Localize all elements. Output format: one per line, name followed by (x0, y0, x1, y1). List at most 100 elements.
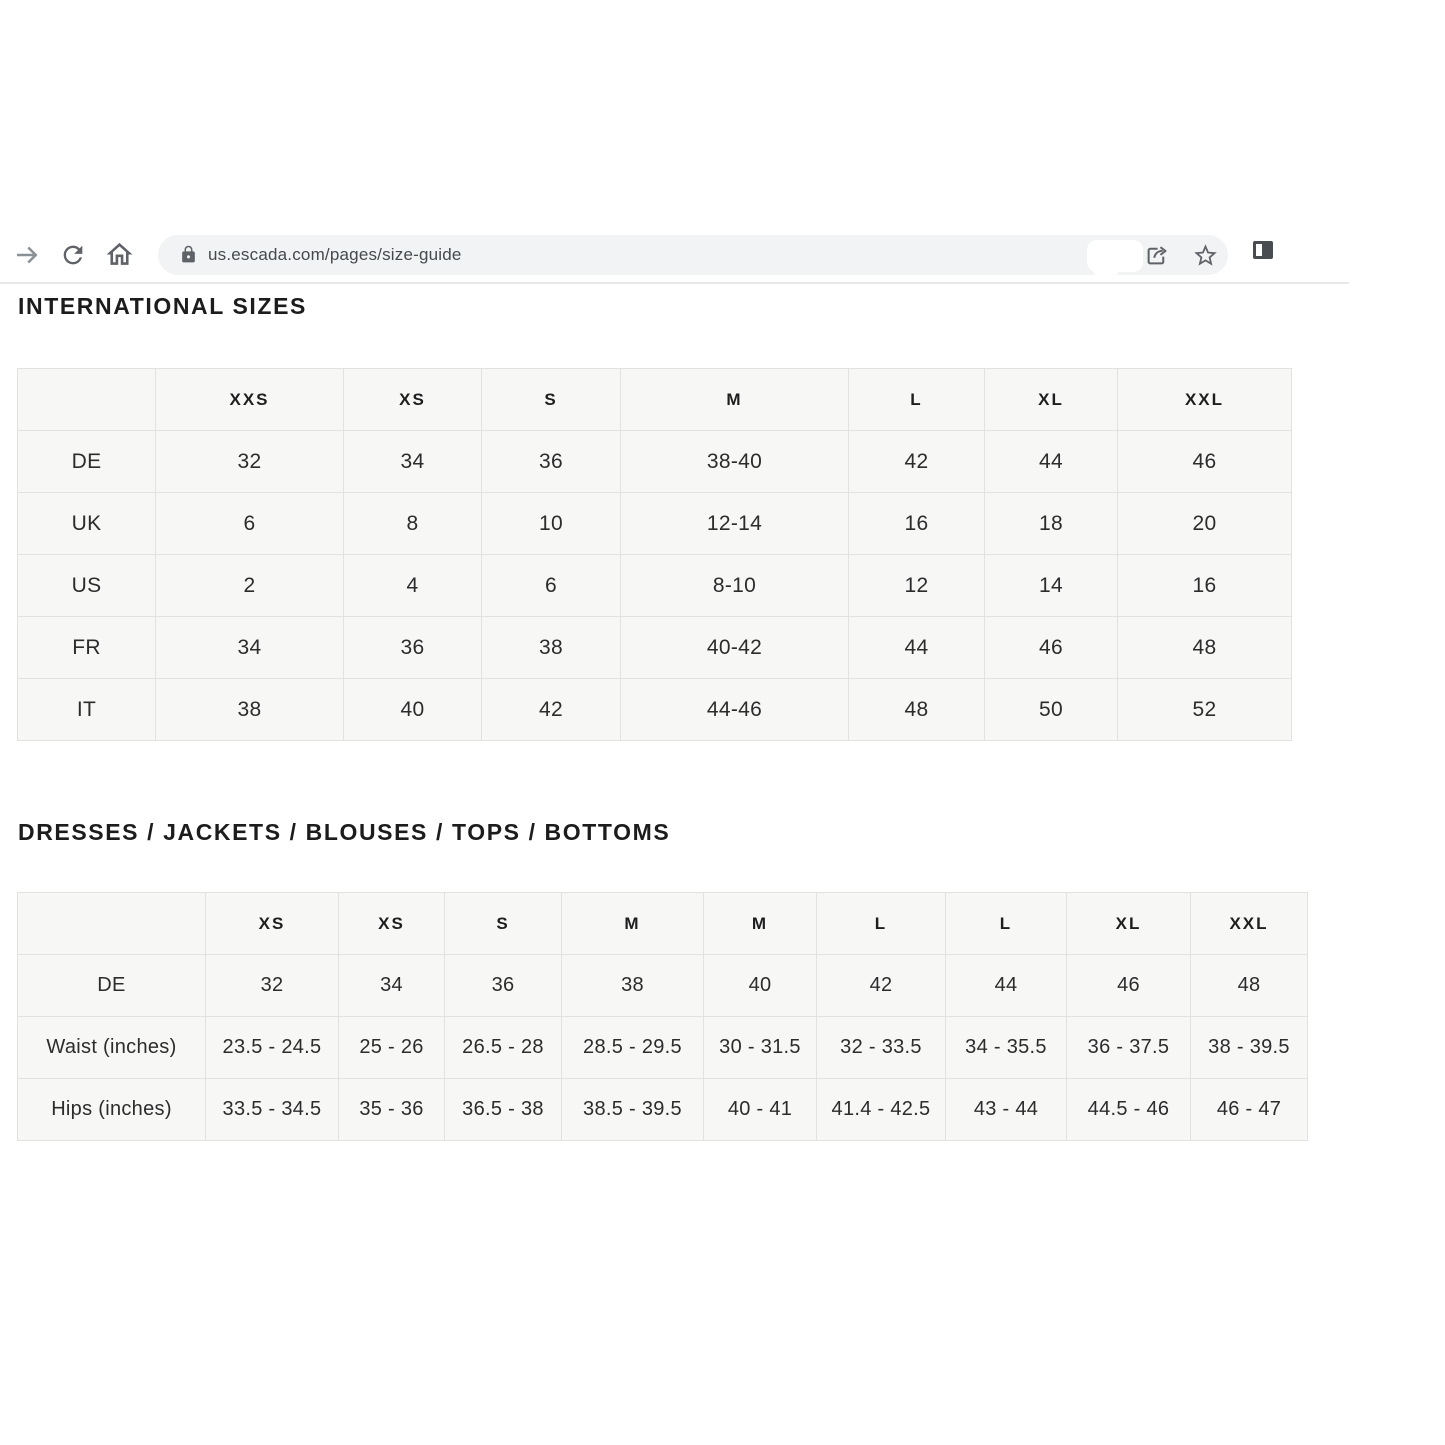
table-cell: 48 (848, 678, 985, 741)
column-header: S (481, 368, 621, 431)
column-header: XS (343, 368, 482, 431)
table-cell: 12 (848, 554, 985, 617)
column-header: XS (205, 892, 339, 955)
table-cell: 10 (481, 492, 621, 555)
table-cell: 44 (984, 430, 1118, 493)
dresses-heading: DRESSES / JACKETS / BLOUSES / TOPS / BOT… (18, 819, 671, 845)
table-cell: 18 (984, 492, 1118, 555)
erased-element (1087, 240, 1143, 276)
table-cell: 46 (984, 616, 1118, 679)
row-label: US (17, 554, 156, 617)
table-cell: 14 (984, 554, 1118, 617)
corner-cell (17, 368, 156, 431)
table-cell: 23.5 - 24.5 (205, 1016, 339, 1079)
header-row: XS XS S M M L L XL XXL (17, 892, 1308, 955)
forward-arrow-icon (12, 246, 42, 273)
table-cell: 12-14 (620, 492, 849, 555)
address-bar[interactable]: us.escada.com/pages/size-guide (158, 235, 1228, 276)
row-label: FR (17, 616, 156, 679)
table-cell: 43 - 44 (945, 1078, 1067, 1141)
table-cell: 8 (343, 492, 482, 555)
column-header: XL (1066, 892, 1191, 955)
lock-icon[interactable] (179, 245, 198, 269)
column-header: M (703, 892, 817, 955)
table-cell: 44-46 (620, 678, 849, 741)
table-cell: 30 - 31.5 (703, 1016, 817, 1079)
table-cell: 41.4 - 42.5 (816, 1078, 946, 1141)
table-cell: 6 (155, 492, 344, 555)
browser-toolbar: us.escada.com/pages/size-guide (0, 227, 1349, 284)
share-icon (1143, 246, 1170, 272)
column-header: XXL (1117, 368, 1292, 431)
dresses-sizes-table: XS XS S M M L L XL XXL DE 32 34 36 38 40 42 44 46 48 Waist … (17, 892, 1308, 1141)
star-icon (1192, 244, 1219, 272)
home-button[interactable] (104, 239, 135, 273)
row-label: Hips (inches) (17, 1078, 206, 1141)
table-cell: 42 (848, 430, 985, 493)
table-row: US 2 4 6 8-10 12 14 16 (17, 554, 1292, 617)
share-button[interactable] (1143, 242, 1170, 272)
table-cell: 36.5 - 38 (444, 1078, 562, 1141)
table-cell: 40 (343, 678, 482, 741)
side-panel-button[interactable] (1253, 241, 1273, 259)
reload-icon (59, 245, 87, 272)
table-cell: 44.5 - 46 (1066, 1078, 1191, 1141)
table-cell: 44 (848, 616, 985, 679)
table-cell: 38 - 39.5 (1190, 1016, 1308, 1079)
table-cell: 42 (481, 678, 621, 741)
table-cell: 40 (703, 954, 817, 1017)
reload-button[interactable] (59, 241, 87, 272)
column-header: L (816, 892, 946, 955)
table-cell: 44 (945, 954, 1067, 1017)
table-cell: 32 (155, 430, 344, 493)
table-cell: 40 - 41 (703, 1078, 817, 1141)
table-cell: 8-10 (620, 554, 849, 617)
column-header: XXL (1190, 892, 1308, 955)
bookmark-button[interactable] (1192, 242, 1219, 272)
table-cell: 38 (481, 616, 621, 679)
table-cell: 48 (1190, 954, 1308, 1017)
table-cell: 34 - 35.5 (945, 1016, 1067, 1079)
table-cell: 46 (1117, 430, 1292, 493)
forward-button[interactable] (12, 240, 42, 273)
column-header: M (620, 368, 849, 431)
table-cell: 48 (1117, 616, 1292, 679)
column-header: L (848, 368, 985, 431)
row-label: DE (17, 954, 206, 1017)
table-cell: 36 (481, 430, 621, 493)
table-cell: 52 (1117, 678, 1292, 741)
url-text[interactable]: us.escada.com/pages/size-guide (208, 245, 462, 264)
table-cell: 35 - 36 (338, 1078, 445, 1141)
international-sizes-heading: INTERNATIONAL SIZES (18, 293, 307, 319)
side-panel-icon (1262, 244, 1270, 256)
table-cell: 28.5 - 29.5 (561, 1016, 704, 1079)
column-header: XS (338, 892, 445, 955)
table-row: FR 34 36 38 40-42 44 46 48 (17, 616, 1292, 679)
header-row: XXS XS S M L XL XXL (17, 368, 1292, 431)
table-cell: 32 - 33.5 (816, 1016, 946, 1079)
table-row: Hips (inches) 33.5 - 34.5 35 - 36 36.5 - 38… (17, 1078, 1308, 1141)
corner-cell (17, 892, 206, 955)
table-cell: 25 - 26 (338, 1016, 445, 1079)
table-cell: 42 (816, 954, 946, 1017)
table-cell: 6 (481, 554, 621, 617)
table-cell: 32 (205, 954, 339, 1017)
column-header: XXS (155, 368, 344, 431)
table-row: IT 38 40 42 44-46 48 50 52 (17, 678, 1292, 741)
table-cell: 20 (1117, 492, 1292, 555)
row-label: IT (17, 678, 156, 741)
table-cell: 36 (444, 954, 562, 1017)
table-cell: 46 (1066, 954, 1191, 1017)
table-cell: 16 (1117, 554, 1292, 617)
table-row: Waist (inches) 23.5 - 24.5 25 - 26 26.5 - 2… (17, 1016, 1308, 1079)
table-cell: 36 (343, 616, 482, 679)
table-cell: 40-42 (620, 616, 849, 679)
table-cell: 26.5 - 28 (444, 1016, 562, 1079)
row-label: UK (17, 492, 156, 555)
international-sizes-table: XXS XS S M L XL XXL DE 32 34 36 38-40 42 44 46 UK 6 8 10 12… (17, 368, 1292, 741)
column-header: L (945, 892, 1067, 955)
column-header: S (444, 892, 562, 955)
table-cell: 34 (343, 430, 482, 493)
table-cell: 38-40 (620, 430, 849, 493)
table-cell: 4 (343, 554, 482, 617)
